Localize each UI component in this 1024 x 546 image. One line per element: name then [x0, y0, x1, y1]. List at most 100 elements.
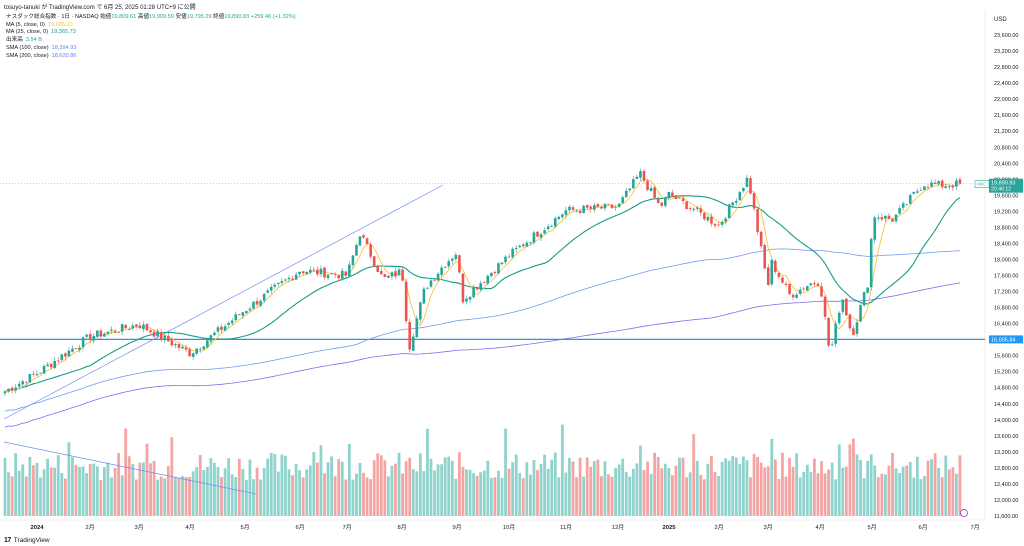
volume-bar: [255, 467, 259, 516]
volume-bar: [422, 471, 426, 516]
volume-bar: [60, 473, 64, 516]
volume-bar: [440, 464, 444, 516]
volume-bar: [220, 477, 223, 516]
volume-bar: [578, 457, 582, 516]
volume-bar: [738, 464, 742, 516]
y-tick-label: 16,400.00: [994, 322, 1018, 328]
falling-trend-line: [3, 441, 257, 495]
hline-price-value: 16,005.84: [991, 337, 1015, 343]
volume-bar: [521, 478, 525, 516]
volume-bar: [901, 466, 905, 516]
candle-body: [273, 284, 277, 287]
x-tick-label: 11月: [560, 524, 572, 531]
last-price-value: 19,890.83: [991, 181, 1015, 187]
volume-bar: [369, 479, 373, 516]
candle-body: [482, 282, 486, 284]
candle-body: [64, 353, 67, 357]
candle-body: [738, 191, 742, 201]
volume-bar: [319, 445, 323, 516]
volume-bar: [28, 456, 32, 516]
candle-body: [280, 281, 284, 283]
volume-bar: [486, 460, 490, 516]
candle-body: [628, 188, 632, 191]
candle-body: [177, 344, 181, 348]
candle-body: [777, 273, 781, 277]
candle-body: [14, 387, 17, 391]
candle-body: [490, 272, 493, 277]
x-tick-label: 8月: [397, 524, 406, 531]
volume-bar: [844, 466, 848, 516]
volume-bar: [624, 471, 628, 516]
volume-bar: [802, 471, 806, 516]
indicator-volume[interactable]: 出来高 3.94 B: [6, 37, 296, 45]
indicator-ma5[interactable]: MA (5, close, 0) 19,685.20: [6, 22, 296, 30]
candle-body: [198, 348, 202, 350]
volume-bar: [688, 472, 692, 516]
candle-body: [543, 230, 546, 234]
low-value: 19,795.29: [186, 14, 212, 20]
volume-bar: [230, 474, 234, 516]
candle-body: [255, 301, 259, 305]
indicator-sma100[interactable]: SMA (100, close) 18,394.93: [6, 45, 296, 53]
candle-body: [227, 322, 230, 326]
x-tick-label: 7月: [970, 524, 979, 531]
volume-bar: [3, 457, 7, 516]
candle-body: [756, 209, 759, 232]
volume-bar: [433, 470, 436, 516]
volume-bar: [798, 477, 802, 516]
candle-body: [291, 278, 294, 280]
candle-body: [820, 286, 823, 297]
candle-body: [926, 186, 930, 188]
candle-body: [401, 269, 404, 281]
volume-bar: [788, 457, 791, 516]
volume-bar: [848, 444, 852, 516]
volume-bar: [933, 453, 937, 516]
volume-bar: [905, 465, 909, 516]
volume-bar: [891, 452, 894, 516]
volume-bar: [95, 466, 99, 516]
candle-body: [213, 332, 216, 336]
indicator-ma25[interactable]: MA (25, close, 0) 19,365.73: [6, 29, 296, 37]
volume-bar: [298, 470, 302, 516]
candle-body: [245, 311, 248, 314]
volume-bar: [937, 467, 941, 516]
candle-body: [390, 272, 394, 277]
y-tick-label: 18,800.00: [994, 225, 1018, 231]
candle-body: [103, 333, 106, 337]
volume-bar: [365, 477, 369, 516]
candle-body: [195, 348, 198, 354]
volume-bar: [177, 477, 181, 516]
candle-body: [923, 186, 926, 190]
volume-bar: [955, 473, 958, 516]
volume-bar: [532, 460, 536, 516]
volume-bar: [514, 454, 518, 516]
candle-body: [223, 326, 227, 331]
volume-bar: [262, 467, 266, 516]
candle-body: [862, 292, 866, 306]
symbol-row: ナスダック総合指数 · 1日 · NASDAQ 始値19,809.61 高値19…: [6, 14, 296, 22]
candle-body: [376, 265, 380, 272]
volume-bar: [869, 454, 873, 516]
volume-bar: [344, 479, 348, 516]
volume-bar: [493, 477, 497, 516]
volume-bar: [418, 453, 422, 516]
x-tick-label: 3月: [763, 524, 772, 531]
rising-trend-line: [3, 184, 444, 420]
volume-bar: [10, 476, 14, 516]
volume-bar: [497, 470, 500, 516]
volume-bar: [706, 463, 710, 516]
x-tick-label: 7月: [342, 524, 351, 531]
candle-body: [53, 361, 56, 368]
volume-bar: [213, 462, 216, 516]
volume-bar: [71, 457, 74, 516]
volume-bar: [887, 465, 891, 516]
candle-body: [546, 226, 550, 230]
candle-body: [891, 219, 894, 222]
volume-bar: [127, 456, 131, 516]
candle-body: [671, 192, 674, 197]
candle-body: [639, 171, 642, 178]
indicator-sma200[interactable]: SMA (200, close) 18,620.86: [6, 53, 296, 61]
candle-body: [78, 347, 81, 350]
volume-bar: [841, 467, 845, 516]
